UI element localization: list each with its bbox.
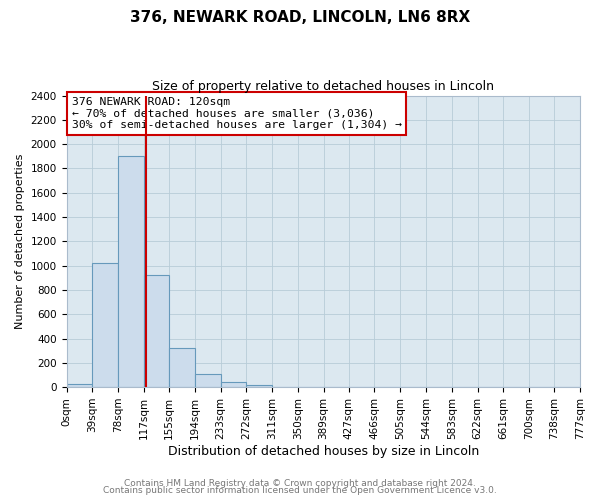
Bar (144, 276, 169, 387)
Text: 376 NEWARK ROAD: 120sqm
← 70% of detached houses are smaller (3,036)
30% of semi: 376 NEWARK ROAD: 120sqm ← 70% of detache… (71, 97, 401, 130)
Bar (92, 263, 118, 387)
Title: Size of property relative to detached houses in Lincoln: Size of property relative to detached ho… (152, 80, 494, 93)
Text: Contains HM Land Registry data © Crown copyright and database right 2024.: Contains HM Land Registry data © Crown c… (124, 478, 476, 488)
Bar (246, 384, 272, 387)
Bar (67, 384, 92, 387)
Text: Contains public sector information licensed under the Open Government Licence v3: Contains public sector information licen… (103, 486, 497, 495)
Y-axis label: Number of detached properties: Number of detached properties (15, 154, 25, 329)
X-axis label: Distribution of detached houses by size in Lincoln: Distribution of detached houses by size … (167, 444, 479, 458)
Bar (221, 382, 246, 387)
Text: 376, NEWARK ROAD, LINCOLN, LN6 8RX: 376, NEWARK ROAD, LINCOLN, LN6 8RX (130, 10, 470, 25)
Bar (169, 348, 195, 387)
Bar (118, 156, 144, 387)
Bar (195, 374, 221, 387)
